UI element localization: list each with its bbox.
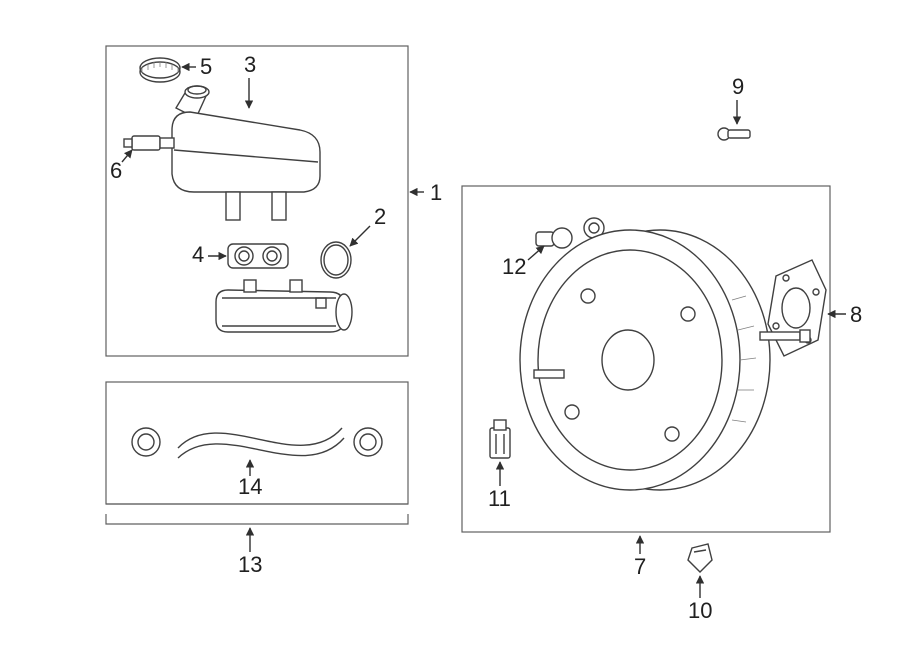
callout-1-label: 1 <box>430 180 442 205</box>
part-brake-booster <box>520 230 810 490</box>
part-fluid-sensor <box>124 136 174 150</box>
callout-8-label: 8 <box>850 302 862 327</box>
part-reservoir-cap <box>140 58 180 82</box>
part-o-ring <box>321 242 351 278</box>
part-gasket <box>768 260 826 356</box>
part-connector <box>490 420 510 458</box>
callout-7-label: 7 <box>634 554 646 579</box>
callout-14-label: 14 <box>238 474 262 499</box>
callout-9-label: 9 <box>732 74 744 99</box>
callout-10-label: 10 <box>688 598 712 623</box>
parts-diagram: 1 2 3 4 5 6 7 8 9 10 11 12 13 <box>0 0 900 661</box>
callout-11-label: 11 <box>488 486 511 511</box>
part-nut <box>688 544 712 572</box>
callout-3-label: 3 <box>244 52 256 77</box>
callout-6-label: 6 <box>110 158 122 183</box>
callout-5-label: 5 <box>200 54 212 79</box>
part-grommets <box>228 244 288 268</box>
part-pin <box>718 128 750 140</box>
part-reservoir <box>172 86 320 220</box>
part-vacuum-hose <box>132 428 382 458</box>
callout-12-label: 12 <box>502 254 526 279</box>
callout-4-label: 4 <box>192 242 204 267</box>
callout-13-label: 13 <box>238 552 262 577</box>
part-master-cylinder <box>216 280 352 332</box>
callout-2-label: 2 <box>374 204 386 229</box>
